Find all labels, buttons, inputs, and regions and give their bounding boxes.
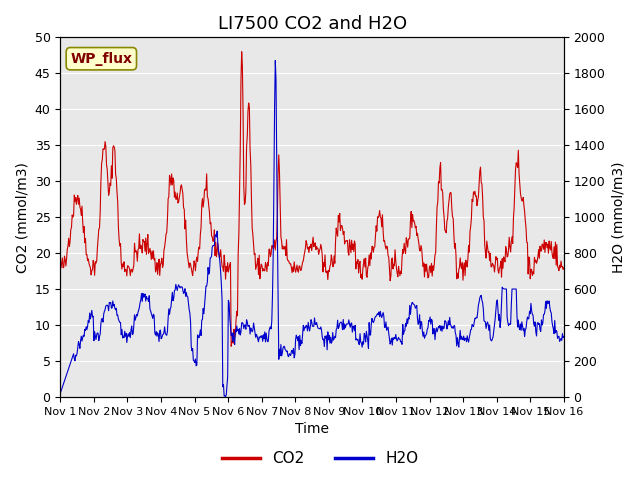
Line: CO2: CO2 [60,52,564,346]
X-axis label: Time: Time [295,422,329,436]
CO2 [117,260,125,265]
H2O [168,289,176,295]
H2O [56,390,64,396]
Legend: CO2, H2O: CO2, H2O [216,445,424,472]
CO2 [168,182,176,188]
Title: LI7500 CO2 and H2O: LI7500 CO2 and H2O [218,15,406,33]
H2O [65,363,73,369]
CO2 [227,343,235,349]
Line: H2O: H2O [60,60,564,397]
CO2 [389,266,397,272]
H2O [195,335,203,341]
H2O [389,335,397,341]
H2O [221,394,229,400]
H2O [374,312,382,317]
Y-axis label: H2O (mmol/m3): H2O (mmol/m3) [611,161,625,273]
CO2 [56,262,64,267]
CO2 [374,215,382,220]
Y-axis label: CO2 (mmol/m3): CO2 (mmol/m3) [15,162,29,273]
Text: WP_flux: WP_flux [70,52,132,66]
CO2 [195,244,203,250]
CO2 [238,49,246,55]
CO2 [65,244,73,250]
H2O [271,58,279,63]
H2O [560,334,568,340]
CO2 [560,265,568,271]
H2O [117,332,125,337]
